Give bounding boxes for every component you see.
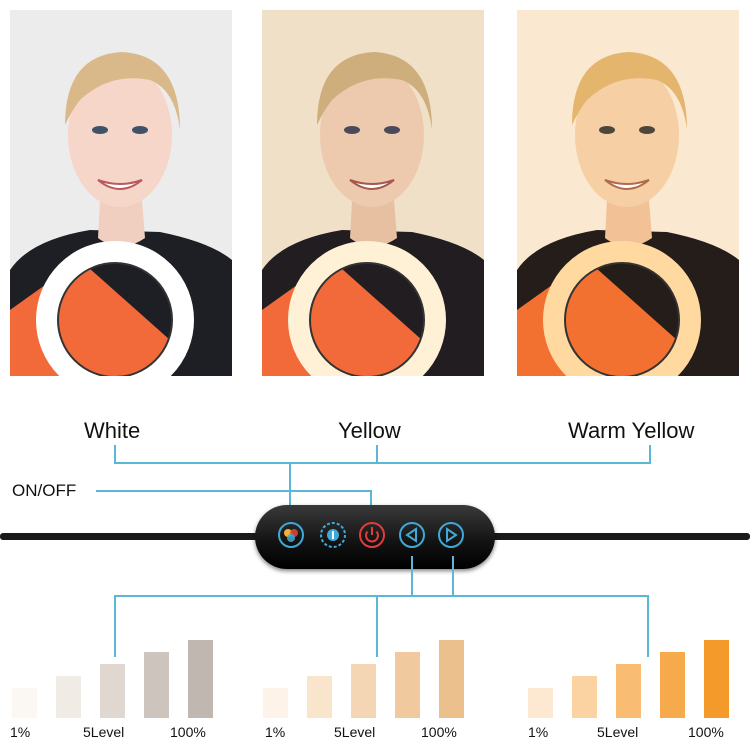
- connector-line: [114, 462, 651, 464]
- brightness-bar-white-4: [144, 652, 169, 718]
- brightness-bar-yellow-5: [439, 640, 464, 718]
- connector-line: [114, 595, 116, 657]
- connector-line: [96, 490, 372, 492]
- brightness-up-button[interactable]: [437, 521, 465, 549]
- level-label-level: 5Level: [83, 724, 125, 740]
- photo-warm-yellow-light: [517, 10, 739, 376]
- level-label-max: 100%: [688, 724, 724, 740]
- level-label-min: 1%: [10, 724, 31, 740]
- color-switch-icon: [278, 522, 304, 548]
- color-switch-button[interactable]: [277, 521, 305, 549]
- power-label: ON/OFF: [12, 481, 77, 500]
- brightness-up-icon: [438, 522, 464, 548]
- brightness-bar-white-3: [100, 664, 125, 718]
- brightness-button[interactable]: [319, 521, 347, 549]
- mode-label-warm-yellow: Warm Yellow: [568, 418, 695, 443]
- brightness-bar-warm-3: [616, 664, 641, 718]
- brightness-bar-warm-4: [660, 652, 685, 718]
- power-icon: [359, 522, 385, 548]
- brightness-bar-warm-2: [572, 676, 597, 718]
- connector-line: [114, 445, 116, 463]
- level-label-level: 5Level: [334, 724, 376, 740]
- brightness-bar-yellow-1: [263, 688, 288, 718]
- connector-line: [647, 595, 649, 657]
- brightness-bar-white-1: [12, 688, 37, 718]
- level-label-level: 5Level: [597, 724, 639, 740]
- mode-label-yellow: Yellow: [338, 418, 401, 443]
- brightness-bar-warm-5: [704, 640, 729, 718]
- photo-yellow-light: [262, 10, 484, 376]
- brightness-down-button[interactable]: [398, 521, 426, 549]
- brightness-bar-white-5: [188, 640, 213, 718]
- brightness-down-icon: [399, 522, 425, 548]
- connector-line: [452, 556, 454, 596]
- connector-line: [411, 556, 413, 596]
- brightness-bar-yellow-2: [307, 676, 332, 718]
- inline-controller: [255, 505, 495, 569]
- brightness-icon: [320, 522, 346, 548]
- photo-white-light: [10, 10, 232, 376]
- level-label-min: 1%: [528, 724, 549, 740]
- connector-line: [649, 445, 651, 463]
- level-label-max: 100%: [170, 724, 206, 740]
- brightness-bar-yellow-3: [351, 664, 376, 718]
- mode-label-white: White: [84, 418, 141, 443]
- brightness-bar-white-2: [56, 676, 81, 718]
- connector-line: [376, 445, 378, 463]
- connector-line: [376, 595, 378, 657]
- brightness-bar-yellow-4: [395, 652, 420, 718]
- level-label-max: 100%: [421, 724, 457, 740]
- connector-line: [114, 595, 649, 597]
- brightness-bar-warm-1: [528, 688, 553, 718]
- power-button[interactable]: [358, 521, 386, 549]
- level-label-min: 1%: [265, 724, 286, 740]
